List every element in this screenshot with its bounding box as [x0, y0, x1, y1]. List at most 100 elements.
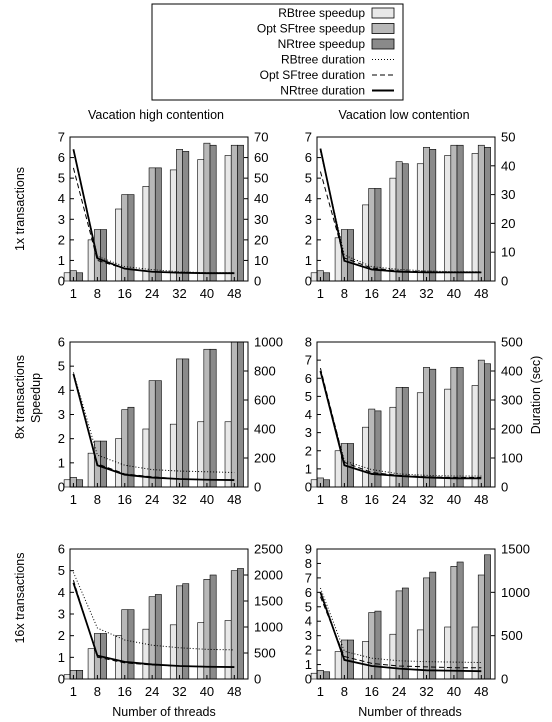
bar-nrtree-speedup-32	[182, 151, 190, 282]
bar-nrtree-speedup-1	[323, 671, 331, 680]
y-tick-label: 0	[58, 672, 65, 687]
bar-nrtree-speedup-40	[456, 144, 464, 282]
bar-nrtree-speedup-24	[401, 387, 409, 488]
bar-rbtree-speedup-32	[169, 169, 177, 282]
x-tick-label: 48	[474, 492, 488, 507]
y-tick-label: 5	[58, 171, 65, 186]
x-tick-label: 32	[172, 286, 186, 301]
bar-opt-sftree-speedup-32	[176, 149, 183, 282]
bar-rbtree-speedup-1	[310, 672, 318, 680]
y2-tick-label: 2500	[254, 542, 283, 557]
bar-rbtree-speedup-16	[362, 426, 369, 488]
y2-tick-label: 40	[254, 191, 268, 206]
x-tick-label: 40	[200, 492, 214, 507]
bar-rbtree-speedup-1	[63, 479, 71, 488]
bar-nrtree-speedup-48	[484, 554, 491, 680]
line-nrtree-duration	[319, 592, 482, 673]
y2-tick-label: 0	[501, 480, 508, 495]
y-tick-label: 8	[305, 335, 312, 350]
y-tick-label: 2	[58, 232, 65, 247]
y2-tick-label: 60	[254, 150, 268, 165]
y2-tick-label: 70	[254, 130, 268, 145]
x-tick-label: 8	[94, 684, 101, 699]
y-tick-label: 4	[58, 383, 65, 398]
legend-label-nrtree-duration: NRtree duration	[280, 84, 365, 98]
bar-rbtree-speedup-1	[63, 272, 71, 282]
x-tick-label: 1	[317, 286, 324, 301]
x-axis-title-right: Number of threads	[358, 705, 462, 719]
bar-rbtree-speedup-8	[334, 450, 342, 488]
y-tick-label: 6	[305, 585, 312, 600]
y2-tick-label: 1000	[501, 585, 530, 600]
x-tick-label: 16	[118, 286, 132, 301]
bar-nrtree-speedup-8	[100, 440, 107, 488]
x-tick-label: 48	[474, 286, 488, 301]
x-tick-label: 8	[341, 684, 348, 699]
bar-nrtree-speedup-32	[182, 358, 190, 488]
bar-rbtree-speedup-48	[471, 153, 479, 282]
line-nrtree-duration	[72, 149, 235, 275]
x-tick-label: 40	[447, 684, 461, 699]
x-tick-label: 32	[419, 286, 433, 301]
bar-rbtree-speedup-1	[310, 272, 318, 282]
y2-tick-label: 600	[254, 393, 276, 408]
bar-nrtree-speedup-32	[182, 583, 190, 680]
bar-opt-sftree-speedup-24	[148, 380, 156, 488]
bar-rbtree-speedup-1	[310, 479, 318, 488]
y-tick-label: 3	[305, 425, 312, 440]
x-tick-label: 40	[447, 286, 461, 301]
y2-tick-label: 2000	[254, 568, 283, 583]
y2-tick-label: 50	[254, 171, 268, 186]
bar-rbtree-speedup-24	[389, 633, 397, 680]
legend-swatch-nrtree-speedup	[371, 38, 395, 50]
x-tick-label: 1	[70, 492, 77, 507]
bar-opt-sftree-speedup-24	[395, 387, 403, 488]
line-rbtree-duration	[319, 587, 482, 664]
y2-tick-label: 1500	[501, 542, 530, 557]
line-nrtree-duration	[72, 582, 235, 668]
bar-opt-sftree-speedup-40	[450, 367, 458, 488]
bar-nrtree-speedup-32	[429, 368, 437, 488]
legend-label-rbtree-duration: RBtree duration	[281, 53, 365, 67]
bar-opt-sftree-speedup-32	[423, 146, 430, 282]
y-tick-label: 6	[58, 150, 65, 165]
bar-rbtree-speedup-24	[142, 428, 150, 488]
bar-nrtree-speedup-8	[100, 229, 107, 282]
y2-tick-label: 0	[254, 672, 261, 687]
y-left-axis-title: Speedup	[29, 373, 43, 423]
row-label-8x: 8x transactions	[13, 355, 27, 439]
y-tick-label: 5	[305, 171, 312, 186]
bar-rbtree-speedup-16	[362, 204, 369, 282]
bar-rbtree-speedup-48	[224, 155, 232, 282]
bar-nrtree-speedup-16	[374, 410, 382, 488]
y2-tick-label: 400	[254, 422, 276, 437]
bar-nrtree-speedup-24	[401, 163, 409, 282]
bar-rbtree-speedup-40	[444, 388, 452, 488]
y-tick-label: 4	[58, 585, 65, 600]
bar-opt-sftree-speedup-40	[203, 579, 211, 680]
y2-tick-label: 1000	[254, 335, 283, 350]
bar-opt-sftree-speedup-48	[477, 574, 485, 680]
bar-opt-sftree-speedup-40	[203, 142, 211, 282]
bar-nrtree-speedup-24	[154, 380, 162, 488]
bar-opt-sftree-speedup-48	[477, 144, 485, 282]
bar-opt-sftree-speedup-24	[148, 167, 156, 282]
y-tick-label: 7	[58, 130, 65, 145]
y-tick-label: 1	[58, 253, 65, 268]
y-tick-label: 3	[58, 607, 65, 622]
bar-nrtree-speedup-48	[237, 144, 244, 282]
y-tick-label: 0	[58, 480, 65, 495]
x-tick-label: 24	[145, 684, 159, 699]
row-label-16x: 16x transactions	[13, 552, 27, 643]
y2-tick-label: 0	[501, 672, 508, 687]
x-tick-label: 16	[118, 684, 132, 699]
bar-opt-sftree-speedup-40	[450, 144, 458, 282]
y-tick-label: 0	[58, 274, 65, 289]
y-tick-label: 3	[58, 212, 65, 227]
bar-nrtree-speedup-8	[347, 229, 354, 282]
y-tick-label: 5	[305, 599, 312, 614]
line-rbtree-duration	[72, 572, 235, 651]
y-tick-label: 3	[305, 212, 312, 227]
y-tick-label: 6	[58, 335, 65, 350]
